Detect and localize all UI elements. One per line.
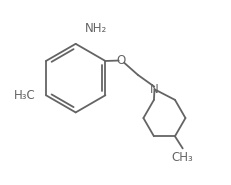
Text: H₃C: H₃C bbox=[14, 89, 36, 102]
Text: CH₃: CH₃ bbox=[172, 151, 194, 164]
Text: N: N bbox=[150, 83, 159, 96]
Text: NH₂: NH₂ bbox=[85, 22, 107, 35]
Text: O: O bbox=[117, 54, 126, 67]
